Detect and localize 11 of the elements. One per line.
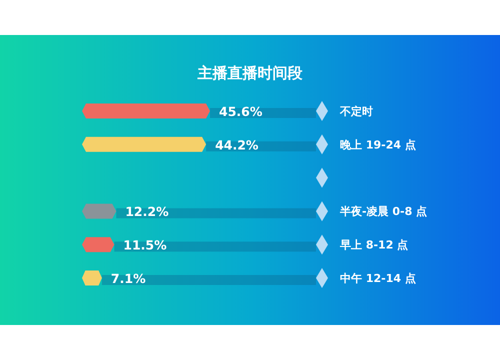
y-tick-label: 不定时 [339,105,373,118]
text: 主播直播时间段 [196,64,304,82]
y-tick-label: 半夜-凌晨 0-8 点 [339,205,428,218]
data-label: 44.2% [215,137,259,152]
y-tick-label: 晚上 19-24 点 [340,138,416,152]
data-label: 12.2% [125,204,170,220]
data-label: 7.1% [110,271,146,286]
data-label: 45.6% [219,104,263,119]
y-tick-label: 早上 8-12 点 [339,238,408,252]
data-label: 11.5% [123,238,168,253]
y-tick-label: 中午 12-14 点 [340,272,416,285]
